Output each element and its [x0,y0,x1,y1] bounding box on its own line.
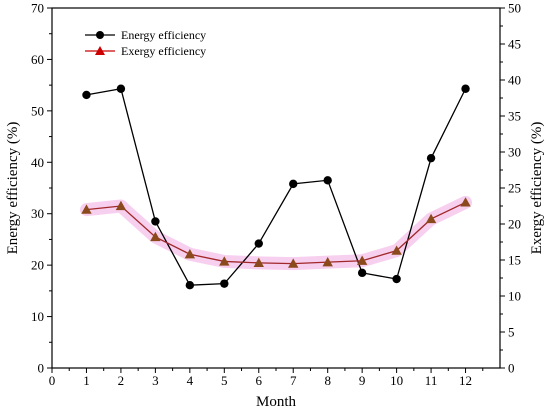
x-tick-label: 10 [390,373,403,388]
energy-point [82,90,91,100]
y-right-tick-label: 35 [508,109,521,124]
x-tick-label: 7 [290,373,297,388]
plot-frame [51,7,501,369]
x-tick-label: 3 [152,373,159,388]
series-line [86,201,466,265]
x-tick-label: 8 [324,373,331,388]
exergy-point [288,258,299,268]
y-left-tick-label: 10 [31,309,44,324]
y-left-tick-label: 50 [31,103,44,118]
energy-point [151,217,160,226]
y-right-tick-label: 50 [508,1,521,16]
exergy-point [356,255,368,265]
y-right-tick-label: 0 [508,361,515,376]
y-right-tick-label: 10 [508,289,521,304]
x-tick-label: 2 [118,373,125,388]
y-right-tick-label: 30 [508,145,521,160]
y-right-tick-label: 15 [508,253,521,268]
exergy-point [150,231,161,242]
x-tick-label: 9 [359,373,366,388]
exergy-highlight-band [79,195,473,271]
exergy-point [219,256,230,266]
energy-point [185,281,195,290]
x-tick-label: 1 [83,373,90,388]
legend-label: Energy efficiency [121,28,206,42]
x-tick-label: 6 [256,373,263,388]
energy-point [289,179,298,189]
legend-label: Exergy efficiency [121,44,206,58]
axis-ticks: 0 1 2 3 4 5 6 7 8 9 10 11 12010203040506070051015202… [31,1,521,389]
y-right-tick-label: 5 [508,325,515,340]
energy-point [220,279,229,288]
series-layer [81,84,471,290]
exergy-point [81,204,92,214]
exergy-point [253,257,264,268]
y-right-tick-label: 25 [508,181,521,196]
exergy-point [425,213,437,224]
exergy-point [115,200,127,211]
x-tick-label: 4 [187,373,194,388]
y-right-tick-label: 20 [508,217,521,232]
exergy-point [322,256,333,267]
legend-marker-circle [96,31,104,39]
y-left-axis-title: Energy efficiency (%) [5,122,21,255]
legend-marker-triangle [95,46,105,55]
energy-point [392,274,401,284]
y-left-tick-label: 0 [38,361,45,376]
exergy-point [184,249,196,259]
y-right-tick-label: 45 [508,37,521,52]
energy-point [426,153,436,163]
y-left-tick-label: 40 [31,155,44,170]
series-line [86,87,467,286]
legend: Energy efficiency Exergy efficiency [85,28,206,58]
x-axis-title: Month [256,394,297,410]
y-left-tick-label: 70 [31,1,44,16]
exergy-highlight-band [79,195,473,271]
energy-point [461,84,470,93]
y-right-axis-title: Exergy efficiency (%) [529,122,545,255]
x-tick-label: 0 [49,373,56,388]
energy-point [357,268,367,278]
energy-point [323,176,332,185]
x-tick-label: 5 [221,373,228,388]
y-right-tick-label: 40 [508,73,521,88]
exergy-point [391,245,402,255]
x-tick-label: 11 [425,373,438,388]
x-tick-label: 12 [459,373,472,388]
exergy-point [460,197,471,207]
y-left-tick-label: 60 [31,52,44,67]
y-left-tick-label: 20 [31,258,44,273]
energy-point [254,239,263,248]
y-left-tick-label: 30 [31,206,44,221]
energy-point [116,84,126,93]
